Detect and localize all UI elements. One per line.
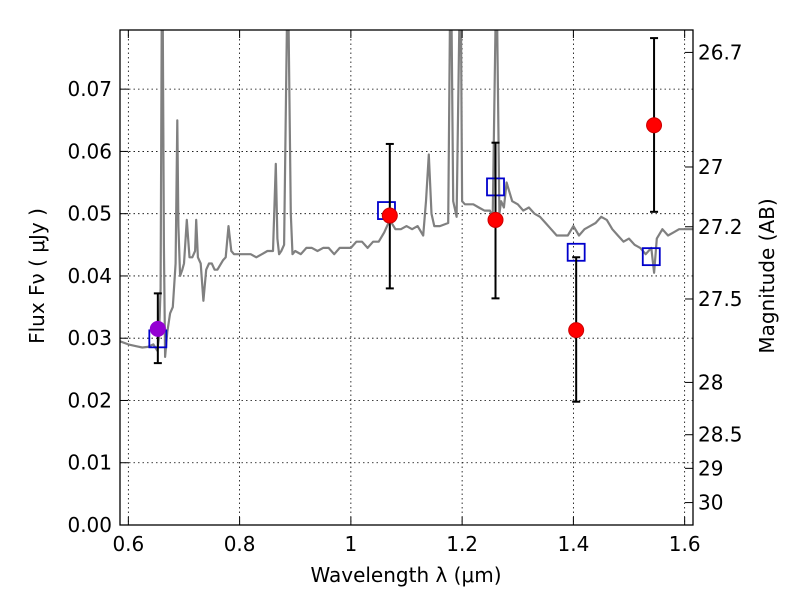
template-spectrum-line [120,30,693,358]
y-tick-label: 0.04 [67,264,112,288]
y-tick-labels: 0.00 0.01 0.02 0.03 0.04 0.05 0.06 0.07 [67,77,112,537]
y2-axis-label: Magnitude (AB) [755,198,779,353]
y2-tick-label: 27.5 [698,287,743,311]
x-axis-label: Wavelength λ (μm) [310,563,501,587]
y-tick-label: 0.02 [67,388,112,412]
y2-tick-label: 30 [698,491,723,515]
y2-tick-label: 28 [698,370,723,394]
y-tick-label: 0.01 [67,451,112,475]
y2-tick-label: 26.7 [698,40,743,64]
x-tick-label: 1.4 [557,532,589,556]
y2-tick-label: 27.2 [698,215,743,239]
observed-points [149,117,663,339]
x-tick-label: 1.6 [669,532,701,556]
y2-tick-labels: 26.7 27 27.2 27.5 28 28.5 29 30 [698,40,743,514]
observed-point [487,211,504,228]
y-tick-label: 0.07 [67,77,112,101]
y-tick-label: 0.03 [67,326,112,350]
observed-point [149,320,166,337]
x-tick-labels: 0.6 0.8 1 1.2 1.4 1.6 [112,532,700,556]
x-tick-label: 1 [345,532,358,556]
plot-frame [119,29,694,526]
y-tick-label: 0.00 [67,513,112,537]
x-tick-label: 0.8 [224,532,256,556]
plot-area [120,30,693,403]
y-tick-label: 0.05 [67,202,112,226]
x-tick-label: 1.2 [446,532,478,556]
observed-point [568,322,585,339]
observed-point [646,117,663,134]
model-point [641,247,661,267]
y2-tick-label: 27 [698,155,723,179]
y2-tick-label: 28.5 [698,423,743,447]
observed-point [381,207,398,224]
ticks [120,30,693,526]
x-tick-label: 0.6 [112,532,144,556]
y2-tick-label: 29 [698,456,723,480]
y-tick-label: 0.06 [67,139,112,163]
y-axis-label: Flux Fν ( μJy ) [25,208,49,344]
